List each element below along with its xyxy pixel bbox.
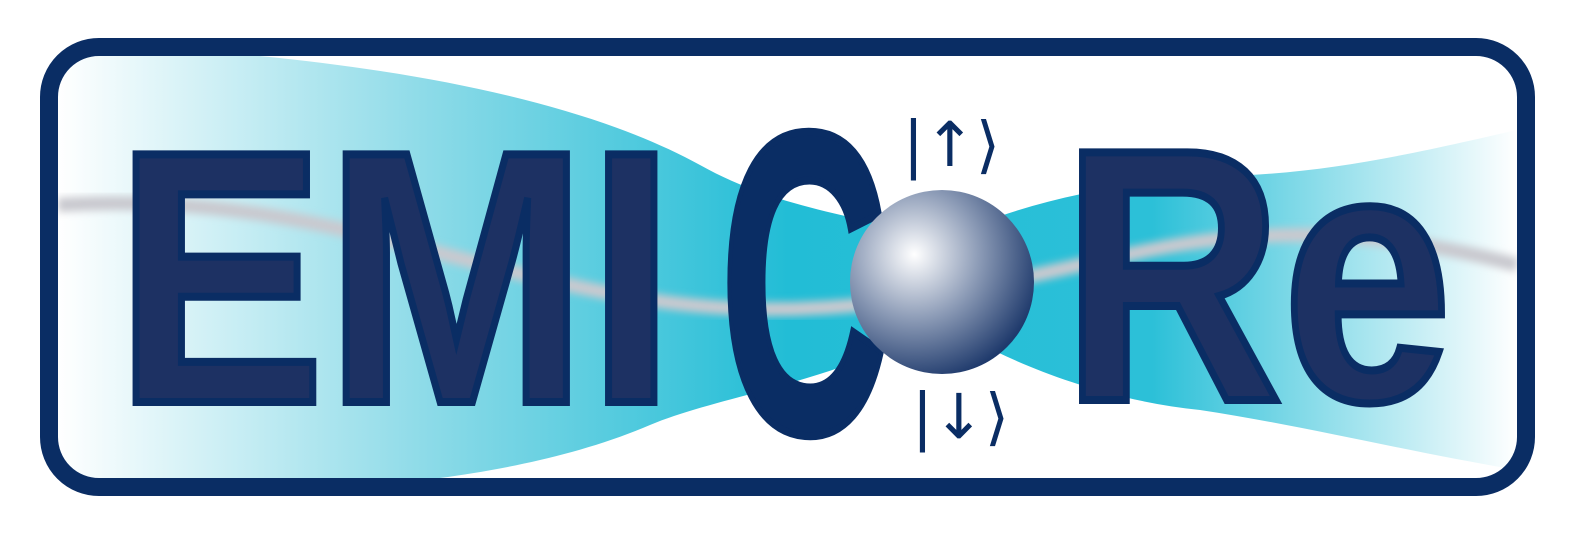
sphere	[850, 190, 1034, 374]
logo-right: Re	[1062, 75, 1452, 477]
logo-left: EMI	[115, 77, 675, 479]
frame	[40, 38, 1535, 496]
ket-up: |↑⟩	[903, 108, 1000, 182]
ket-down: |↓⟩	[912, 380, 1009, 454]
